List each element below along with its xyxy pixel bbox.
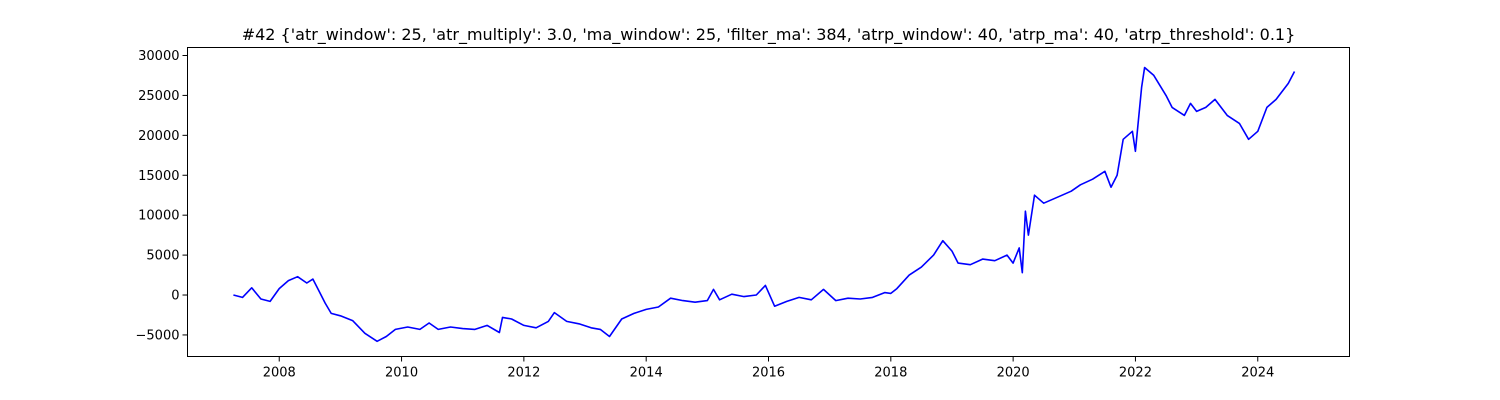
y-axis: −5000 0 5000 10000 15000 20000 25000 30000 <box>136 49 188 343</box>
y-tick-label: 0 <box>171 289 179 304</box>
series-line-0 <box>233 66 1296 343</box>
y-tick-label: −5000 <box>136 328 180 343</box>
y-tick-label: 5000 <box>146 249 179 264</box>
y-tick-label: 20000 <box>138 129 179 144</box>
x-tick-label: 2010 <box>385 366 418 381</box>
y-tick-label: 30000 <box>138 49 179 64</box>
x-tick-label: 2018 <box>874 366 907 381</box>
x-tick-label: 2024 <box>1241 366 1274 381</box>
x-tick-label: 2012 <box>507 366 540 381</box>
x-tick-label: 2022 <box>1119 366 1152 381</box>
x-tick-label: 2014 <box>630 366 663 381</box>
y-tick-label: 10000 <box>138 209 179 224</box>
plot-frame <box>187 47 1350 357</box>
x-tick-label: 2008 <box>263 366 296 381</box>
y-tick-label: 15000 <box>138 169 179 184</box>
x-axis: 2008 2010 2012 2014 2016 2018 2020 2022 2024 <box>263 356 1274 381</box>
y-tick-label: 25000 <box>138 89 179 104</box>
chart-title: #42 {'atr_window': 25, 'atr_multiply': 3… <box>242 25 1296 45</box>
x-tick-label: 2016 <box>752 366 785 381</box>
plot-area <box>233 66 1296 343</box>
x-tick-label: 2020 <box>997 366 1030 381</box>
